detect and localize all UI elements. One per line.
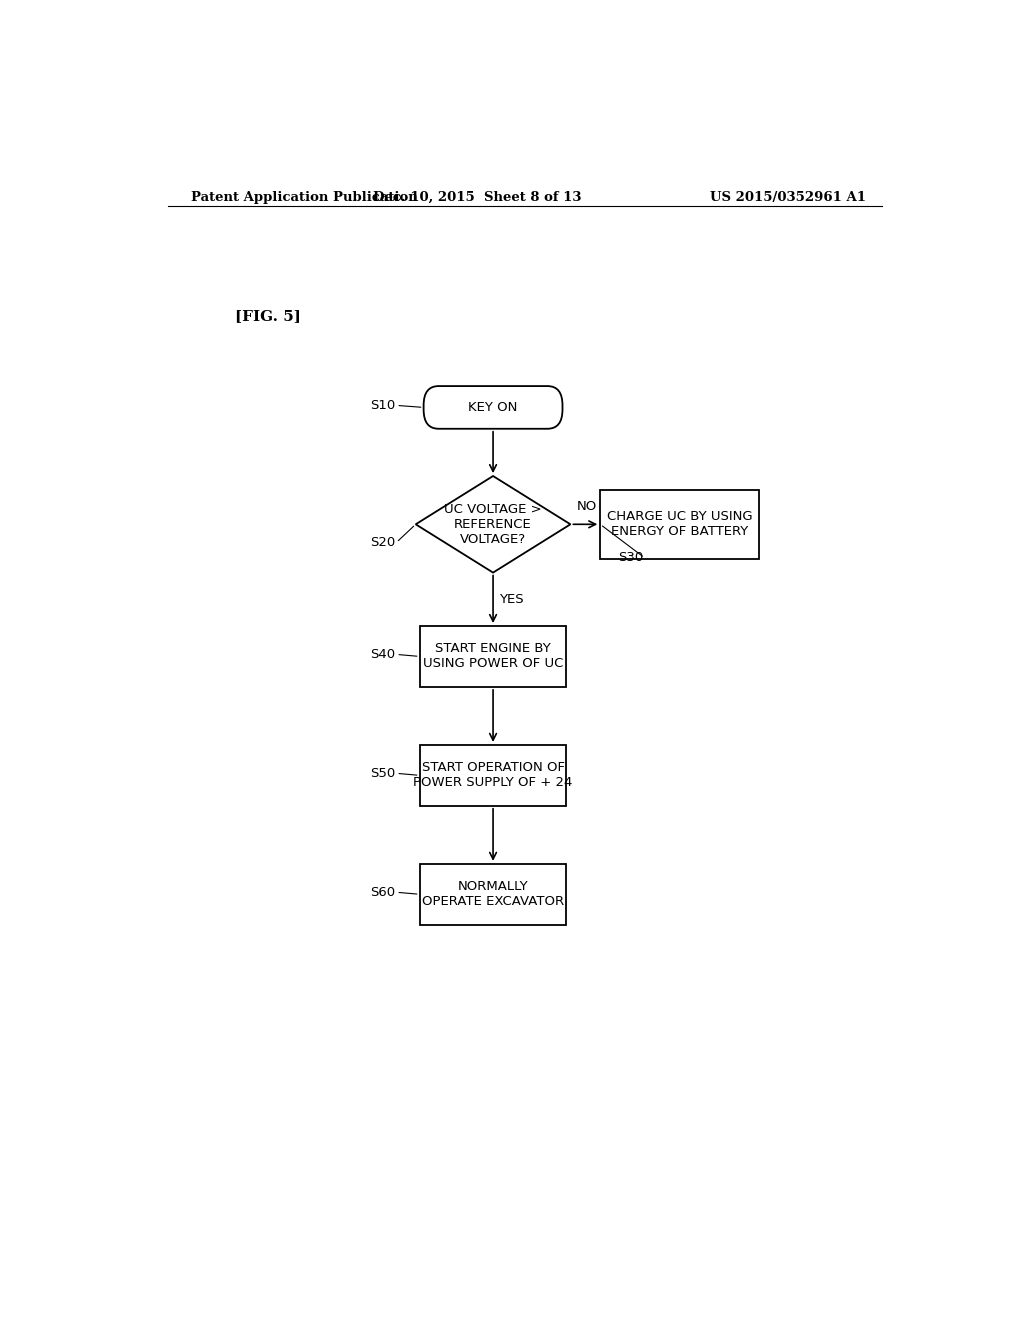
FancyBboxPatch shape — [424, 385, 562, 429]
Bar — [420, 626, 566, 686]
Bar — [600, 490, 759, 558]
Text: START ENGINE BY
USING POWER OF UC: START ENGINE BY USING POWER OF UC — [423, 643, 563, 671]
Text: S60: S60 — [370, 886, 395, 899]
Text: KEY ON: KEY ON — [468, 401, 518, 414]
Text: Dec. 10, 2015  Sheet 8 of 13: Dec. 10, 2015 Sheet 8 of 13 — [373, 190, 582, 203]
Text: UC VOLTAGE >
REFERENCE
VOLTAGE?: UC VOLTAGE > REFERENCE VOLTAGE? — [444, 503, 542, 545]
Text: S30: S30 — [618, 552, 644, 565]
Text: YES: YES — [500, 593, 524, 606]
Text: Patent Application Publication: Patent Application Publication — [191, 190, 418, 203]
Text: S40: S40 — [370, 648, 395, 661]
Text: [FIG. 5]: [FIG. 5] — [236, 309, 301, 323]
Text: START OPERATION OF
POWER SUPPLY OF + 24: START OPERATION OF POWER SUPPLY OF + 24 — [414, 762, 572, 789]
Polygon shape — [416, 477, 570, 573]
Text: NORMALLY
OPERATE EXCAVATOR: NORMALLY OPERATE EXCAVATOR — [422, 880, 564, 908]
Text: S20: S20 — [370, 536, 395, 549]
Bar — [420, 744, 566, 805]
Text: CHARGE UC BY USING
ENERGY OF BATTERY: CHARGE UC BY USING ENERGY OF BATTERY — [607, 511, 753, 539]
Bar — [420, 863, 566, 925]
Text: US 2015/0352961 A1: US 2015/0352961 A1 — [710, 190, 866, 203]
Text: S10: S10 — [370, 399, 395, 412]
Text: NO: NO — [577, 499, 597, 512]
Text: S50: S50 — [370, 767, 395, 780]
